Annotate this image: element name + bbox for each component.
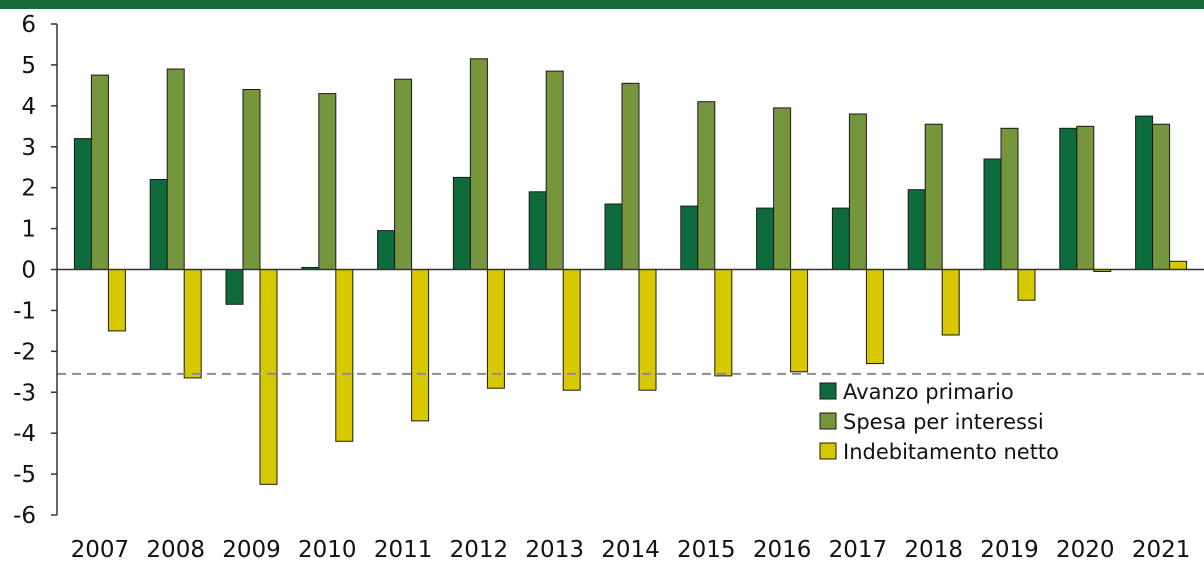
bar-avanzo-2008 (149, 179, 168, 270)
legend-swatch-spesa (819, 412, 837, 430)
bar-avanzo-2012 (452, 176, 471, 270)
bar-spesa-2019 (1000, 127, 1019, 270)
bar-indebitamento-2019 (1017, 269, 1036, 301)
bar-indebitamento-2010 (335, 269, 354, 442)
bar-spesa-2017 (848, 113, 867, 270)
bar-indebitamento-2009 (259, 269, 278, 485)
bar-avanzo-2021 (1135, 115, 1154, 270)
legend-swatch-avanzo (819, 382, 837, 400)
bar-indebitamento-2021 (1169, 260, 1188, 270)
bar-indebitamento-2018 (941, 269, 960, 336)
x-tick-label: 2016 (753, 537, 812, 561)
y-tick-label: -4 (13, 421, 36, 447)
bar-spesa-2009 (242, 89, 261, 270)
bar-spesa-2012 (469, 58, 488, 270)
bar-indebitamento-2014 (638, 269, 657, 391)
bar-indebitamento-2008 (183, 269, 202, 379)
y-tick-label: -3 (13, 380, 36, 406)
bar-avanzo-2013 (528, 191, 547, 270)
x-tick-label: 2012 (450, 537, 509, 561)
legend: Avanzo primario Spesa per interessi Indebi… (819, 380, 1059, 464)
bar-indebitamento-2007 (107, 269, 126, 332)
bar-spesa-2016 (773, 107, 792, 271)
legend-label-spesa: Spesa per interessi (843, 410, 1044, 434)
bar-indebitamento-2013 (562, 269, 581, 391)
legend-label-indebitamento: Indebitamento netto (843, 440, 1059, 464)
x-tick-label: 2017 (829, 537, 888, 561)
y-tick-label: 6 (21, 12, 36, 38)
bar-spesa-2013 (545, 70, 564, 270)
bar-spesa-2015 (697, 101, 716, 270)
x-tick-label: 2020 (1056, 537, 1115, 561)
legend-label-avanzo: Avanzo primario (843, 380, 1014, 404)
bar-avanzo-2019 (983, 158, 1002, 270)
y-tick-label: 5 (21, 53, 36, 79)
bar-spesa-2011 (394, 78, 413, 270)
bar-avanzo-2016 (756, 207, 775, 271)
x-tick-label: 2015 (677, 537, 736, 561)
bar-indebitamento-2016 (790, 269, 809, 373)
bar-avanzo-2018 (907, 189, 926, 270)
x-tick-label: 2011 (374, 537, 433, 561)
x-tick-label: 2009 (222, 537, 281, 561)
x-tick-label: 2018 (904, 537, 963, 561)
bar-avanzo-2015 (680, 205, 699, 271)
bar-spesa-2014 (621, 82, 640, 270)
bar-indebitamento-2017 (865, 269, 884, 365)
bar-indebitamento-2011 (411, 269, 430, 422)
bar-avanzo-2009 (225, 269, 244, 305)
y-tick-label: 0 (21, 258, 36, 284)
top-color-band (0, 0, 1204, 9)
bar-spesa-2020 (1076, 125, 1095, 270)
y-tick-label: -1 (13, 298, 36, 324)
bar-spesa-2021 (1152, 123, 1171, 270)
y-tick-label: 2 (21, 176, 36, 202)
x-tick-label: 2013 (525, 537, 584, 561)
bar-spesa-2007 (90, 74, 109, 270)
bar-indebitamento-2012 (486, 269, 505, 389)
y-tick-label: 3 (21, 135, 36, 161)
axes-group: 6 5 4 3 2 1 0 -1 -2 -3 -4 -5 -6 2007 2008 2009 2010 2011 2… (13, 12, 1204, 561)
y-tick-label: -5 (13, 462, 36, 488)
x-tick-label: 2021 (1132, 537, 1191, 561)
bar-avanzo-2020 (1059, 127, 1078, 270)
bar-avanzo-2017 (831, 207, 850, 271)
y-tick-label: 1 (21, 217, 36, 243)
bar-spesa-2010 (318, 93, 337, 270)
bar-indebitamento-2015 (714, 269, 733, 377)
bar-spesa-2008 (166, 68, 185, 270)
x-tick-label: 2008 (146, 537, 205, 561)
bar-avanzo-2014 (604, 203, 623, 270)
bar-spesa-2018 (924, 123, 943, 270)
x-tick-label: 2019 (980, 537, 1039, 561)
bar-avanzo-2011 (377, 230, 396, 271)
y-tick-label: 4 (21, 94, 36, 120)
legend-swatch-indebitamento (819, 442, 837, 460)
x-tick-label: 2007 (71, 537, 130, 561)
bars-group (73, 58, 1188, 485)
x-tick-label: 2010 (298, 537, 357, 561)
y-tick-label: -6 (13, 503, 36, 529)
x-tick-label: 2014 (601, 537, 660, 561)
y-tick-label: -2 (13, 339, 36, 365)
bar-avanzo-2007 (73, 138, 92, 270)
